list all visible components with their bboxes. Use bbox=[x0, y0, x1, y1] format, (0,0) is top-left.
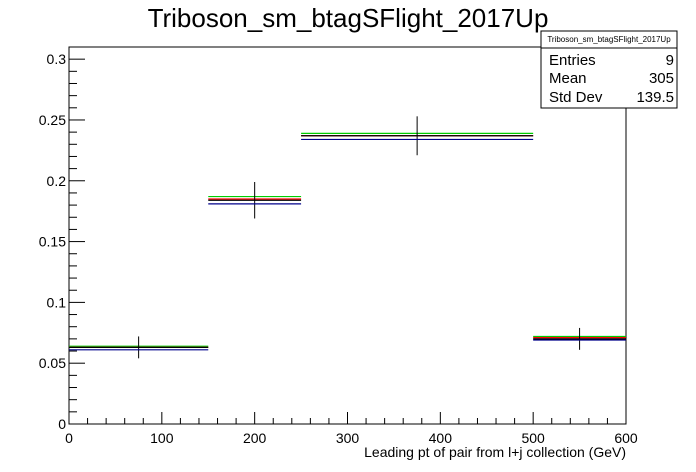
x-tick-label: 400 bbox=[429, 430, 453, 446]
x-axis-label: Leading pt of pair from l+j collection (… bbox=[364, 444, 626, 460]
x-tick-label: 0 bbox=[65, 430, 73, 446]
chart-title: Triboson_sm_btagSFlight_2017Up bbox=[148, 3, 549, 33]
stats-entries-label: Entries bbox=[549, 52, 596, 69]
y-axis: 0 0.05 0.1 0.15 0.2 0.25 0.3 bbox=[39, 46, 85, 432]
stats-mean-label: Mean bbox=[549, 70, 587, 87]
y-tick-label: 0.15 bbox=[39, 234, 66, 250]
y-tick-label: 0.05 bbox=[39, 355, 66, 371]
y-tick-label: 0 bbox=[58, 416, 66, 432]
stats-stddev-value: 139.5 bbox=[636, 89, 674, 106]
stats-entries-value: 9 bbox=[666, 52, 674, 69]
y-tick-label: 0.25 bbox=[39, 112, 66, 128]
x-axis: 0 100 200 300 400 500 600 bbox=[65, 412, 638, 446]
stats-box: Triboson_sm_btagSFlight_2017Up Entries 9… bbox=[540, 30, 678, 109]
histogram-series bbox=[69, 116, 626, 359]
stats-box-frame bbox=[540, 30, 678, 109]
x-tick-label: 600 bbox=[614, 430, 638, 446]
y-tick-label: 0.3 bbox=[47, 51, 67, 67]
stats-box-title: Triboson_sm_btagSFlight_2017Up bbox=[547, 35, 671, 44]
stats-stddev-label: Std Dev bbox=[549, 89, 603, 106]
x-tick-label: 500 bbox=[521, 430, 545, 446]
stats-mean-value: 305 bbox=[649, 70, 674, 87]
x-tick-label: 200 bbox=[243, 430, 267, 446]
y-tick-label: 0.1 bbox=[47, 294, 67, 310]
x-tick-label: 300 bbox=[336, 430, 360, 446]
y-tick-label: 0.2 bbox=[47, 173, 67, 189]
x-tick-label: 100 bbox=[150, 430, 174, 446]
